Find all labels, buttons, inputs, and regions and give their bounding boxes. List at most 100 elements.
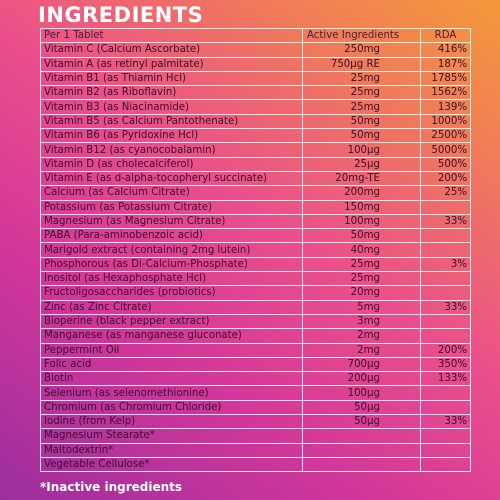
rda <box>420 385 471 401</box>
rda: 3% <box>420 256 471 273</box>
amount: 25µg <box>302 156 421 172</box>
ingredient-name: Marigold extract (containing 2mg lutein) <box>40 242 303 258</box>
amount <box>302 456 421 473</box>
amount: 50µg <box>302 414 421 430</box>
ingredient-name: Maltodextrin* <box>40 442 303 458</box>
amount: 3mg <box>302 313 421 330</box>
ingredient-name: Zinc (as Zinc Citrate) <box>40 299 303 315</box>
ingredient-name: Calcium (as Calcium Citrate) <box>40 185 303 201</box>
rda: 350% <box>420 356 471 373</box>
rda <box>420 242 471 258</box>
footnote: *Inactive ingredients <box>40 480 183 494</box>
ingredient-name: Peppermint Oil <box>40 342 303 358</box>
amount: 100mg <box>302 213 421 230</box>
title: INGREDIENTS <box>38 3 204 27</box>
ingredient-name: Vitamin C (Calcium Ascorbate) <box>40 42 303 58</box>
ingredient-row: Marigold extract (containing 2mg lutein)… <box>40 242 471 258</box>
rda: 33% <box>420 414 471 430</box>
ingredient-row: Zinc (as Zinc Citrate) 5mg 33% <box>40 299 471 315</box>
ingredient-name: Magnesium Stearate* <box>40 428 303 444</box>
rda <box>420 228 471 244</box>
ingredient-name: Vitamin D (as cholecalciferol) <box>40 156 303 172</box>
rda: 5000% <box>420 142 471 158</box>
rda: 1785% <box>420 70 471 87</box>
ingredient-row: Manganese (as manganese gluconate) 2mg <box>40 328 471 344</box>
ingredient-row: Iodine (from Kelp) 50µg 33% <box>40 414 471 430</box>
ingredient-row: Inositol (as Hexaphosphate Hcl) 25mg <box>40 271 471 287</box>
ingredient-name: Vitamin B2 (as Riboflavin) <box>40 85 303 101</box>
ingredient-name: Potassium (as Potassium Citrate) <box>40 199 303 215</box>
rda: 139% <box>420 99 471 115</box>
amount: 50mg <box>302 128 421 144</box>
amount: 100µg <box>302 142 421 158</box>
amount: 750µg RE <box>302 56 421 72</box>
column-header: RDA <box>420 27 471 44</box>
amount <box>302 442 421 458</box>
amount: 25mg <box>302 271 421 287</box>
rda: 200% <box>420 342 471 358</box>
ingredient-row: Calcium (as Calcium Citrate) 200mg 25% <box>40 185 471 201</box>
amount: 250mg <box>302 42 421 58</box>
ingredient-row: Vitamin B3 (as Niacinamide) 25mg 139% <box>40 99 471 115</box>
ingredient-name: PABA (Para-aminobenzoic acid) <box>40 228 303 244</box>
ingredient-row: Potassium (as Potassium Citrate) 150mg <box>40 199 471 215</box>
ingredient-name: Vitamin B12 (as cyanocobalamin) <box>40 142 303 158</box>
ingredient-name: Vitamin B1 (as Thiamin Hcl) <box>40 70 303 87</box>
amount: 50mg <box>302 228 421 244</box>
ingredient-row: Vitamin D (as cholecalciferol) 25µg 500% <box>40 156 471 172</box>
amount: 100µg <box>302 385 421 401</box>
ingredient-row: Vitamin B1 (as Thiamin Hcl) 25mg 1785% <box>40 70 471 87</box>
ingredient-row: Chromium (as Chromium Chloride) 50µg <box>40 399 471 416</box>
rda: 25% <box>420 185 471 201</box>
rda: 2500% <box>420 128 471 144</box>
ingredient-row: Vitamin B5 (as Calcium Pantothenate) 50mg… <box>40 113 471 130</box>
ingredient-row: Magnesium Stearate* <box>40 428 471 444</box>
ingredient-name: Vitamin E (as d-alpha-tocopheryl succina… <box>40 170 303 187</box>
rda <box>420 285 471 301</box>
column-header: Per 1 Tablet <box>40 27 303 44</box>
ingredient-row: Vitamin E (as d-alpha-tocopheryl succina… <box>40 170 471 187</box>
rda: 500% <box>420 156 471 172</box>
ingredient-name: Vitamin A (as retinyl palmitate) <box>40 56 303 72</box>
ingredient-row: Bioperine (black pepper extract) 3mg <box>40 313 471 330</box>
amount: 200µg <box>302 371 421 387</box>
rda: 200% <box>420 170 471 187</box>
column-header: Active Ingredients <box>302 27 421 44</box>
rda: 133% <box>420 371 471 387</box>
amount: 40mg <box>302 242 421 258</box>
ingredient-row: Maltodextrin* <box>40 442 471 458</box>
rda: 1562% <box>420 85 471 101</box>
ingredient-name: Vitamin B6 (as Pyridoxine Hcl) <box>40 128 303 144</box>
rda <box>420 328 471 344</box>
rda: 1000% <box>420 113 471 130</box>
ingredient-name: Inositol (as Hexaphosphate Hcl) <box>40 271 303 287</box>
rda: 33% <box>420 213 471 230</box>
ingredient-name: Phosphorous (as Di-Calcium-Phosphate) <box>40 256 303 273</box>
ingredient-name: Chromium (as Chromium Chloride) <box>40 399 303 416</box>
ingredient-row: Vitamin B6 (as Pyridoxine Hcl) 50mg 2500% <box>40 128 471 144</box>
amount: 700µg <box>302 356 421 373</box>
ingredient-row: Selenium (as selenomethionine) 100µg <box>40 385 471 401</box>
rda <box>420 428 471 444</box>
amount: 5mg <box>302 299 421 315</box>
ingredient-row: Biotin 200µg 133% <box>40 371 471 387</box>
ingredient-row: PABA (Para-aminobenzoic acid) 50mg <box>40 228 471 244</box>
amount: 150mg <box>302 199 421 215</box>
ingredient-row: Vitamin A (as retinyl palmitate) 750µg RE… <box>40 56 471 72</box>
ingredient-name: Bioperine (black pepper extract) <box>40 313 303 330</box>
ingredient-row: Vitamin B2 (as Riboflavin) 25mg 1562% <box>40 85 471 101</box>
amount: 25mg <box>302 85 421 101</box>
amount: 50µg <box>302 399 421 416</box>
ingredient-name: Fructoligosaccharides (probiotics) <box>40 285 303 301</box>
amount: 25mg <box>302 99 421 115</box>
amount: 50mg <box>302 113 421 130</box>
ingredient-name: Biotin <box>40 371 303 387</box>
ingredient-row: Folic acid 700µg 350% <box>40 356 471 373</box>
rda: 416% <box>420 42 471 58</box>
ingredient-row: Vegetable Cellulose* <box>40 456 471 473</box>
amount: 25mg <box>302 256 421 273</box>
ingredients-table: Per 1 Tablet Active Ingredients RDA Vitamin… <box>40 27 471 473</box>
ingredient-row: Magnesium (as Magnesium Citrate) 100mg 33% <box>40 213 471 230</box>
ingredient-name: Iodine (from Kelp) <box>40 414 303 430</box>
